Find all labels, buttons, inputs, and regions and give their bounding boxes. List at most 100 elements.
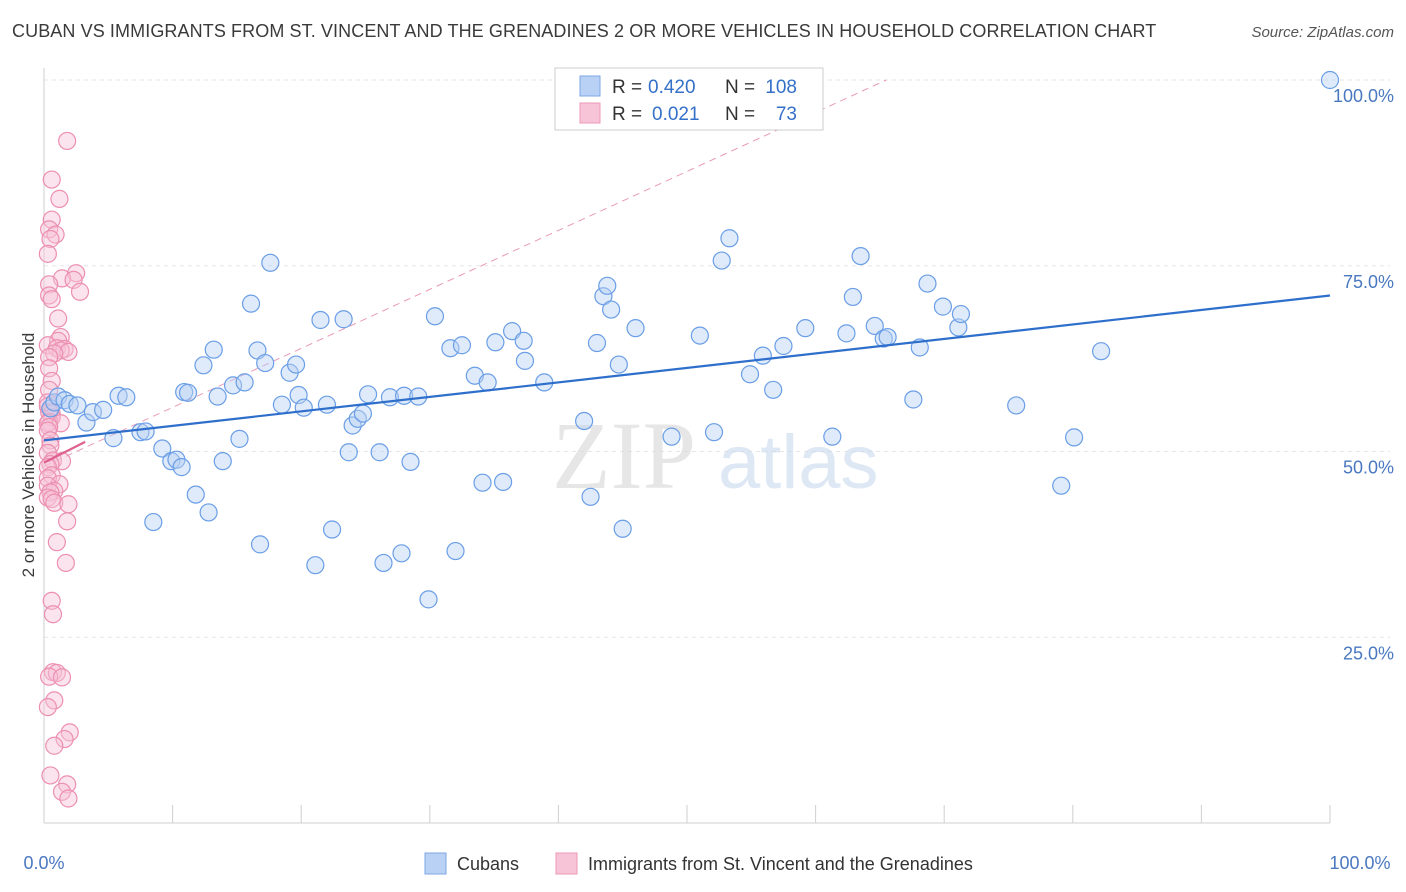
cubans-point [446,541,465,561]
cubans-point [172,458,191,477]
cubans-point [306,556,325,575]
cubans-point [77,413,96,432]
cubans-point [662,427,681,446]
cubans-point [1052,476,1071,495]
y-axis-label: 2 or more Vehicles in Household [19,333,38,578]
immigrants-point [70,282,90,301]
y-axis-tick-labels: 25.0% 50.0% 75.0% 100.0% [1333,86,1394,663]
cubans-point [199,503,218,522]
immigrants-point [38,697,57,717]
immigrants-point [45,493,64,512]
immigrants-point [47,533,66,552]
immigrants-point [59,789,78,808]
immigrants-point [52,782,72,801]
immigrants-point [42,290,61,309]
cubans-point [712,251,731,270]
cubans-point [823,427,842,446]
immigrants-point [42,591,61,610]
cubans-point [235,373,254,392]
watermark: ZIP atlas [552,402,879,509]
cubans-point [153,439,172,458]
cubans-point [392,544,411,563]
cubans-point [1091,342,1111,361]
immigrants-point [45,691,64,710]
cubans-point [339,443,358,462]
stats-n-label-immigrants: N = [725,104,755,125]
cubans-point [951,304,971,324]
source-label: Source: ZipAtlas.com [1251,24,1394,41]
cubans-point [1320,70,1340,90]
cubans-point [878,327,897,347]
cubans-point [515,351,535,370]
cubans-point [213,452,232,471]
cubans-point [136,422,155,441]
stats-swatch-cubans [579,75,601,97]
immigrants-point [49,309,68,328]
cubans-point [609,355,628,374]
immigrants-point [41,229,60,249]
x-tick-label-max: 100.0% [1329,853,1390,873]
cubans-point [353,404,373,423]
immigrants-point [50,189,69,208]
cubans-point [317,395,337,414]
cubans-point [144,512,163,532]
cubans-point [933,297,953,316]
cubans-point [478,373,497,392]
cubans-point [68,396,87,415]
cubans-point [223,376,243,395]
y-tick-label: 25.0% [1343,643,1394,663]
cubans-point [1007,396,1026,415]
cubans-point [613,519,632,538]
cubans-point [473,473,492,492]
immigrants-point [58,131,77,151]
stats-r-value-cubans: 0.420 [648,77,696,98]
stats-r-label-immigrants: R = [612,104,642,125]
cubans-point [598,276,617,295]
cubans-point [294,398,313,417]
stats-r-value-immigrants: 0.021 [652,104,700,125]
series-cubans-points [41,70,1340,609]
immigrants-point [41,436,60,455]
immigrants-point [58,512,77,531]
immigrants-point [45,736,64,755]
stats-legend: R = 0.420 N = 108 R = 0.021 N = 73 [554,67,824,131]
cubans-point [904,390,923,409]
cubans-point [843,287,862,307]
immigrants-point [56,553,75,573]
cubans-point [109,386,128,405]
stats-r-label-cubans: R = [612,77,642,98]
cubans-point [753,346,772,365]
cubans-point [178,383,198,402]
watermark-zip: ZIP [552,402,696,509]
cubans-point [441,339,460,358]
cubans-point [348,409,367,428]
cubans-point [272,395,292,414]
immigrants-point [38,244,57,263]
legend-label-cubans: Cubans [457,854,519,874]
immigrants-point [59,342,78,362]
cubans-point [230,429,249,448]
cubans-point [486,333,505,352]
watermark-atlas: atlas [718,420,879,505]
immigrants-trend-line [43,440,86,464]
cubans-point [796,319,815,338]
cubans-trend-line [43,294,1331,442]
x-tick-label-min: 0.0% [23,853,64,873]
y-tick-label: 75.0% [1343,272,1394,292]
cubans-point [117,388,136,407]
cubans-point [774,336,793,356]
cubans-point [704,423,724,442]
cubans-point [186,485,205,504]
immigrants-point [55,729,74,749]
cubans-point [250,535,270,554]
chart-title: CUBAN VS IMMIGRANTS FROM ST. VINCENT AND… [12,21,1157,41]
cubans-point [322,520,342,539]
x-axis-ticks [172,805,1331,823]
cubans-point [594,287,613,306]
cubans-point [764,380,783,399]
reference-dashed-line [43,79,887,467]
cubans-point [602,300,621,319]
cubans-point [575,411,594,431]
cubans-point [918,274,937,293]
stats-swatch-immigrants [579,102,601,124]
